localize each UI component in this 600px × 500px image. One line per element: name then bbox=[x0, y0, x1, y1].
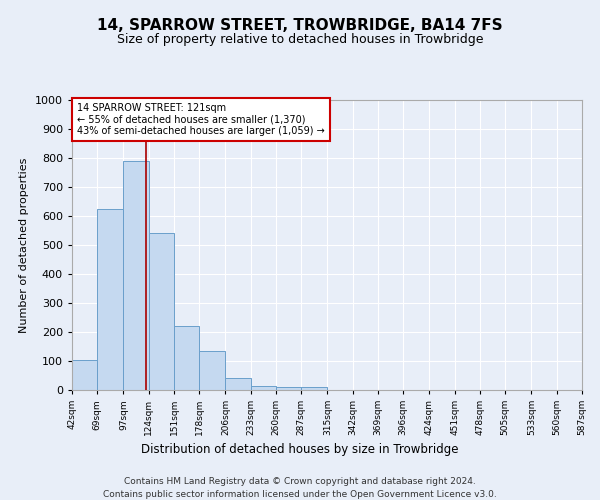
Text: Contains HM Land Registry data © Crown copyright and database right 2024.: Contains HM Land Registry data © Crown c… bbox=[124, 478, 476, 486]
Text: Size of property relative to detached houses in Trowbridge: Size of property relative to detached ho… bbox=[117, 32, 483, 46]
Bar bbox=[124, 161, 149, 390]
Bar bbox=[276, 387, 301, 390]
Bar bbox=[251, 386, 276, 390]
Y-axis label: Number of detached properties: Number of detached properties bbox=[19, 158, 29, 332]
Bar bbox=[174, 326, 199, 390]
Bar bbox=[149, 234, 174, 390]
Bar bbox=[226, 378, 251, 390]
Text: Contains public sector information licensed under the Open Government Licence v3: Contains public sector information licen… bbox=[103, 490, 497, 499]
Text: 14, SPARROW STREET, TROWBRIDGE, BA14 7FS: 14, SPARROW STREET, TROWBRIDGE, BA14 7FS bbox=[97, 18, 503, 32]
Bar bbox=[97, 209, 124, 390]
Text: Distribution of detached houses by size in Trowbridge: Distribution of detached houses by size … bbox=[141, 442, 459, 456]
Text: 14 SPARROW STREET: 121sqm
← 55% of detached houses are smaller (1,370)
43% of se: 14 SPARROW STREET: 121sqm ← 55% of detac… bbox=[77, 103, 325, 136]
Bar bbox=[301, 387, 328, 390]
Bar bbox=[199, 351, 226, 390]
Bar bbox=[72, 360, 97, 390]
